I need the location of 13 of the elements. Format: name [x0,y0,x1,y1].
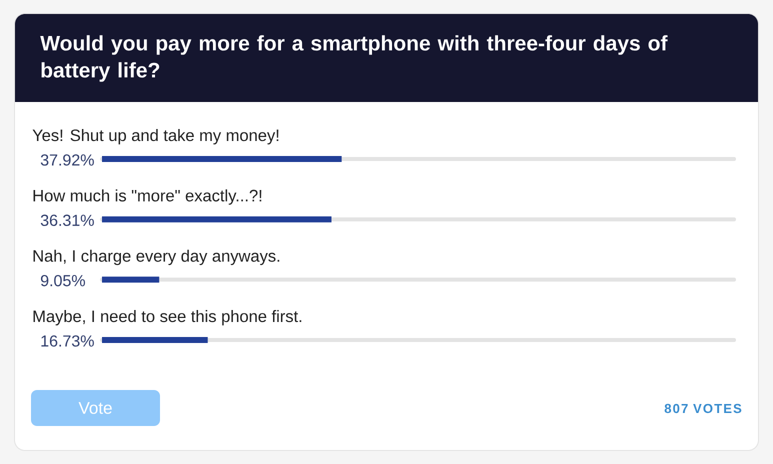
data-label: 36.31% [40,214,94,226]
bar [102,276,160,283]
text: 807 VOTES [664,404,742,414]
data-label: 16.73% [41,335,94,347]
y-tick-label: How much is "more" exactly...?! [34,189,262,205]
text: Vote [78,402,112,414]
y-tick-label: Maybe, I need to see this phone first. [34,310,302,326]
y-tick-label: Yes! Shut up and take my money! [32,129,278,144]
chart-title: Would you pay more for a smartphone with three-four days of battery life? [40,35,668,82]
data-label: 37.92% [40,154,94,166]
bar [102,336,208,343]
data-label: 9.05% [40,274,85,286]
y-tick-label: Nah, I charge every day anyways. [34,250,280,266]
